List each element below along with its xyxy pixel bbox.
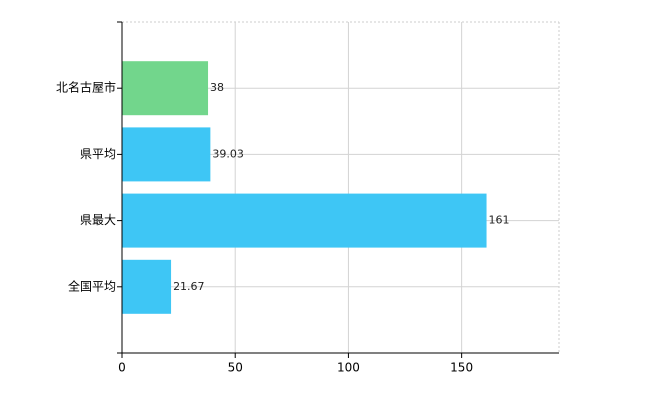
- y-tick-label: 全国平均: [68, 278, 116, 293]
- bar: [122, 259, 172, 314]
- x-tick-label: 50: [228, 361, 243, 375]
- bar: [122, 127, 211, 182]
- bar: [122, 61, 209, 116]
- value-label: 21.67: [173, 280, 205, 293]
- value-label: 161: [489, 214, 510, 227]
- y-tick-label: 県平均: [80, 147, 116, 161]
- bar: [122, 193, 487, 248]
- x-tick-label: 150: [450, 361, 473, 375]
- y-tick-label: 県最大: [80, 213, 116, 227]
- value-label: 38: [210, 81, 224, 94]
- x-tick-label: 100: [337, 361, 360, 375]
- value-label: 39.03: [212, 147, 244, 160]
- x-tick-label: 0: [118, 361, 126, 375]
- y-tick-label: 北名古屋市: [56, 80, 116, 95]
